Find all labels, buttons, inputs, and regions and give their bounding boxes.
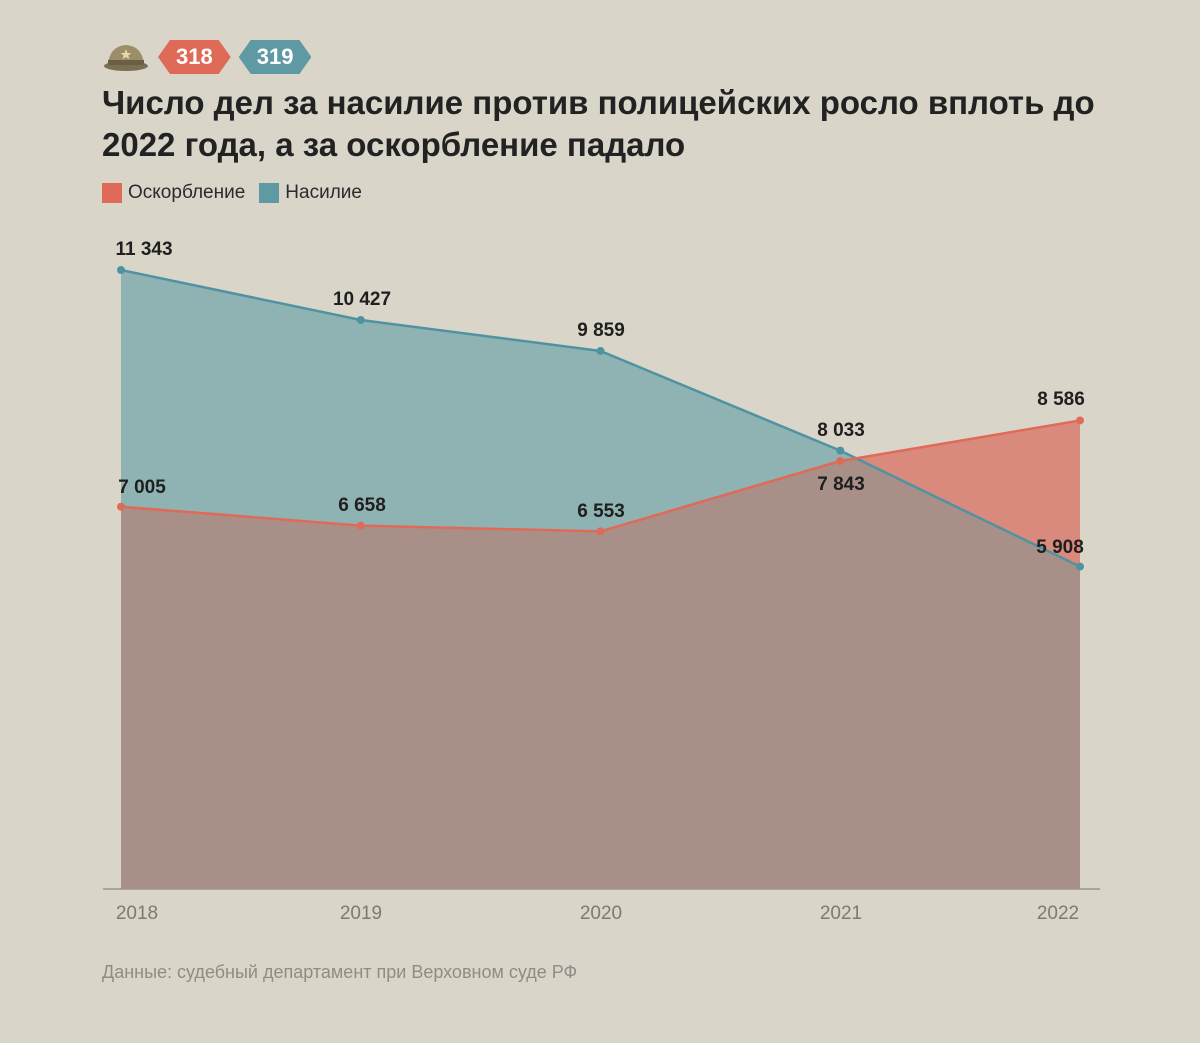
x-tick-2022: 2022: [1037, 903, 1079, 924]
legend-item-insult: Оскорбление: [102, 182, 245, 204]
legend-swatch-violence: [259, 183, 280, 203]
violence-point-2022: [1076, 562, 1084, 571]
insult-label-2020: 6 553: [577, 501, 625, 522]
violence-point-2020: [596, 346, 605, 355]
legend-item-violence: Насилие: [259, 182, 362, 204]
legend-swatch-insult: [102, 183, 122, 203]
header-badges: 318 319: [102, 40, 311, 74]
badge-318: 318: [158, 40, 231, 74]
insult-point-2019: [356, 521, 365, 530]
violence-label-2019: 10 427: [333, 289, 391, 310]
x-tick-2021: 2021: [820, 903, 862, 924]
police-cap-icon: [104, 45, 148, 71]
violence-point-2021: [836, 446, 845, 455]
badge-319: 319: [239, 40, 312, 74]
insult-label-2022: 8 586: [1037, 389, 1085, 410]
violence-label-2021: 8 033: [817, 420, 865, 441]
violence-label-2018: 11 343: [115, 239, 172, 260]
source-note: Данные: судебный департамент при Верховн…: [102, 962, 578, 982]
insult-label-2019: 6 658: [338, 495, 386, 516]
insult-point-2021: [836, 456, 845, 465]
violence-label-2022: 5 908: [1036, 537, 1084, 558]
violence-point-2019: [356, 315, 365, 324]
x-tick-2019: 2019: [340, 903, 382, 924]
legend-label-violence: Насилие: [285, 182, 362, 203]
insult-point-2020: [596, 527, 605, 536]
insult-point-2022: [1076, 416, 1084, 425]
overlap-area: [121, 458, 1080, 889]
chart-title: Число дел за насилие против полицейских …: [102, 84, 1095, 163]
insult-point-2018: [117, 502, 125, 511]
legend-label-insult: Оскорбление: [128, 182, 246, 203]
x-tick-2020: 2020: [580, 903, 622, 924]
violence-label-2020: 9 859: [577, 320, 625, 341]
x-tick-2018: 2018: [116, 903, 158, 924]
insult-label-2021: 7 843: [817, 474, 865, 495]
legend: Оскорбление Насилие: [102, 182, 362, 204]
violence-point-2018: [117, 266, 125, 274]
insult-label-2018: 7 005: [118, 477, 166, 498]
